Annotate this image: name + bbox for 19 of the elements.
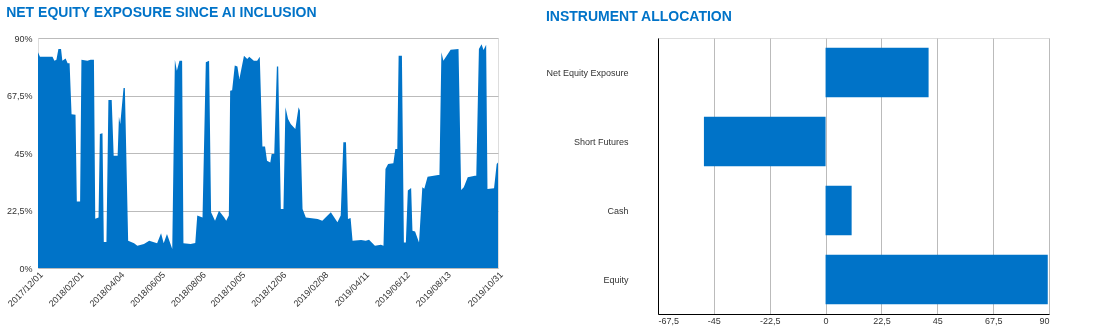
- x-tick-label: -45: [707, 315, 721, 326]
- y-tick-label: 67,5%: [6, 91, 33, 101]
- x-tick-label: 90: [1039, 315, 1050, 326]
- x-tick-label: 22,5: [873, 315, 891, 326]
- chart-title: INSTRUMENT ALLOCATION: [545, 8, 732, 24]
- y-tick-label: Equity: [603, 274, 629, 285]
- y-tick-label: 22,5%: [6, 206, 33, 216]
- y-tick-label: 45%: [14, 148, 33, 159]
- y-tick-label: 0%: [19, 263, 33, 274]
- chart-title: NET EQUITY EXPOSURE SINCE AI INCLUSION: [6, 4, 317, 20]
- y-tick-label: 90%: [14, 33, 33, 44]
- x-tick-label: -22,5: [759, 315, 781, 326]
- x-tick-label: 45: [932, 315, 943, 326]
- y-tick-label: Short Futures: [573, 136, 629, 147]
- y-tick-label: Cash: [607, 205, 629, 216]
- x-tick-label: 0: [823, 315, 829, 326]
- x-tick-label: 67,5: [984, 315, 1003, 326]
- x-tick-label: -67,5: [658, 315, 680, 326]
- y-tick-label: Net Equity Exposure: [546, 67, 629, 78]
